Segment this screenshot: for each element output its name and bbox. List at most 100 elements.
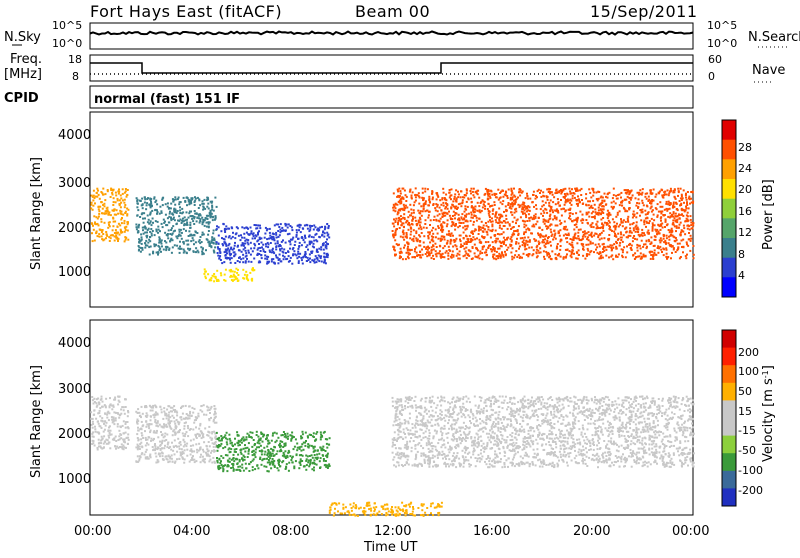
- heatmap-cell: [591, 236, 593, 238]
- heatmap-cell: [649, 220, 651, 222]
- heatmap-cell: [690, 198, 692, 200]
- heatmap-cell: [280, 245, 282, 247]
- heatmap-cell: [400, 218, 402, 220]
- heatmap-cell: [518, 254, 520, 256]
- heatmap-cell: [237, 434, 239, 436]
- heatmap-cell: [452, 246, 454, 248]
- heatmap-cell: [124, 398, 126, 400]
- heatmap-cell: [196, 220, 198, 222]
- heatmap-cell: [689, 203, 691, 205]
- heatmap-cell: [273, 233, 275, 235]
- heatmap-cell: [249, 431, 251, 433]
- heatmap-cell: [280, 260, 282, 262]
- heatmap-cell: [200, 430, 202, 432]
- heatmap-cell: [317, 450, 319, 452]
- heatmap-cell: [320, 434, 322, 436]
- heatmap-cell: [146, 235, 148, 237]
- heatmap-cell: [585, 219, 587, 221]
- heatmap-cell: [220, 460, 222, 462]
- heatmap-cell: [252, 466, 254, 468]
- heatmap-cell: [601, 238, 603, 240]
- heatmap-cell: [428, 196, 430, 198]
- heatmap-cell: [113, 210, 115, 212]
- heatmap-cell: [415, 196, 417, 198]
- heatmap-cell: [487, 208, 489, 210]
- heatmap-cell: [491, 225, 493, 227]
- heatmap-cell: [489, 193, 491, 195]
- heatmap-cell: [566, 253, 568, 255]
- heatmap-cell: [144, 226, 146, 228]
- heatmap-cell: [583, 234, 585, 236]
- heatmap-cell: [500, 201, 502, 203]
- heatmap-cell: [454, 217, 456, 219]
- heatmap-cell: [101, 221, 103, 223]
- heatmap-cell: [207, 199, 209, 201]
- heatmap-cell: [428, 198, 430, 200]
- heatmap-cell: [657, 214, 659, 216]
- heatmap-cell: [149, 254, 151, 256]
- heatmap-cell: [319, 226, 321, 228]
- heatmap-cell: [439, 245, 441, 247]
- heatmap-cell: [507, 221, 509, 223]
- heatmap-cell: [210, 417, 212, 419]
- heatmap-cell: [138, 412, 140, 414]
- heatmap-cell: [246, 436, 248, 438]
- heatmap-cell: [136, 206, 138, 208]
- heatmap-cell: [199, 447, 201, 449]
- heatmap-cell: [228, 465, 230, 467]
- heatmap-cell: [95, 431, 97, 433]
- heatmap-cell: [447, 208, 449, 210]
- heatmap-cell: [239, 261, 241, 263]
- heatmap-cell: [122, 214, 124, 216]
- heatmap-cell: [597, 212, 599, 214]
- heatmap-cell: [228, 243, 230, 245]
- heatmap-cell: [300, 224, 302, 226]
- heatmap-cell: [245, 271, 247, 273]
- heatmap-cell: [213, 280, 215, 282]
- heatmap-cell: [317, 230, 319, 232]
- heatmap-cell: [652, 255, 654, 257]
- heatmap-cell: [463, 255, 465, 257]
- heatmap-cell: [153, 416, 155, 418]
- heatmap-cell: [403, 204, 405, 206]
- heatmap-cell: [543, 195, 545, 197]
- heatmap-cell: [241, 467, 243, 469]
- heatmap-cell: [444, 198, 446, 200]
- heatmap-cell: [470, 220, 472, 222]
- heatmap-cell: [406, 252, 408, 254]
- heatmap-cell: [577, 203, 579, 205]
- heatmap-cell: [495, 193, 497, 195]
- heatmap-cell: [448, 246, 450, 248]
- heatmap-cell: [489, 197, 491, 199]
- heatmap-cell: [487, 203, 489, 205]
- heatmap-cell: [264, 254, 266, 256]
- heatmap-cell: [668, 192, 670, 194]
- heatmap-cell: [145, 451, 147, 453]
- heatmap-cell: [543, 204, 545, 206]
- heatmap-cell: [456, 255, 458, 257]
- heatmap-cell: [568, 234, 570, 236]
- heatmap-cell: [472, 236, 474, 238]
- heatmap-cell: [109, 447, 111, 449]
- heatmap-cell: [234, 438, 236, 440]
- heatmap-cell: [500, 241, 502, 243]
- heatmap-cell: [118, 223, 120, 225]
- heatmap-cell: [269, 251, 271, 253]
- heatmap-cell: [305, 432, 307, 434]
- heatmap-cell: [102, 420, 104, 422]
- heatmap-cell: [673, 203, 675, 205]
- heatmap-cell: [230, 237, 232, 239]
- heatmap-cell: [295, 236, 297, 238]
- heatmap-cell: [203, 273, 205, 275]
- heatmap-cell: [550, 229, 552, 231]
- heatmap-cell: [201, 234, 203, 236]
- heatmap-cell: [418, 192, 420, 194]
- heatmap-cell: [601, 200, 603, 202]
- heatmap-cell: [547, 220, 549, 222]
- heatmap-cell: [285, 444, 287, 446]
- heatmap-cell: [219, 257, 221, 259]
- heatmap-cell: [191, 199, 193, 201]
- heatmap-cell: [581, 222, 583, 224]
- heatmap-cell: [594, 204, 596, 206]
- heatmap-cell: [222, 244, 224, 246]
